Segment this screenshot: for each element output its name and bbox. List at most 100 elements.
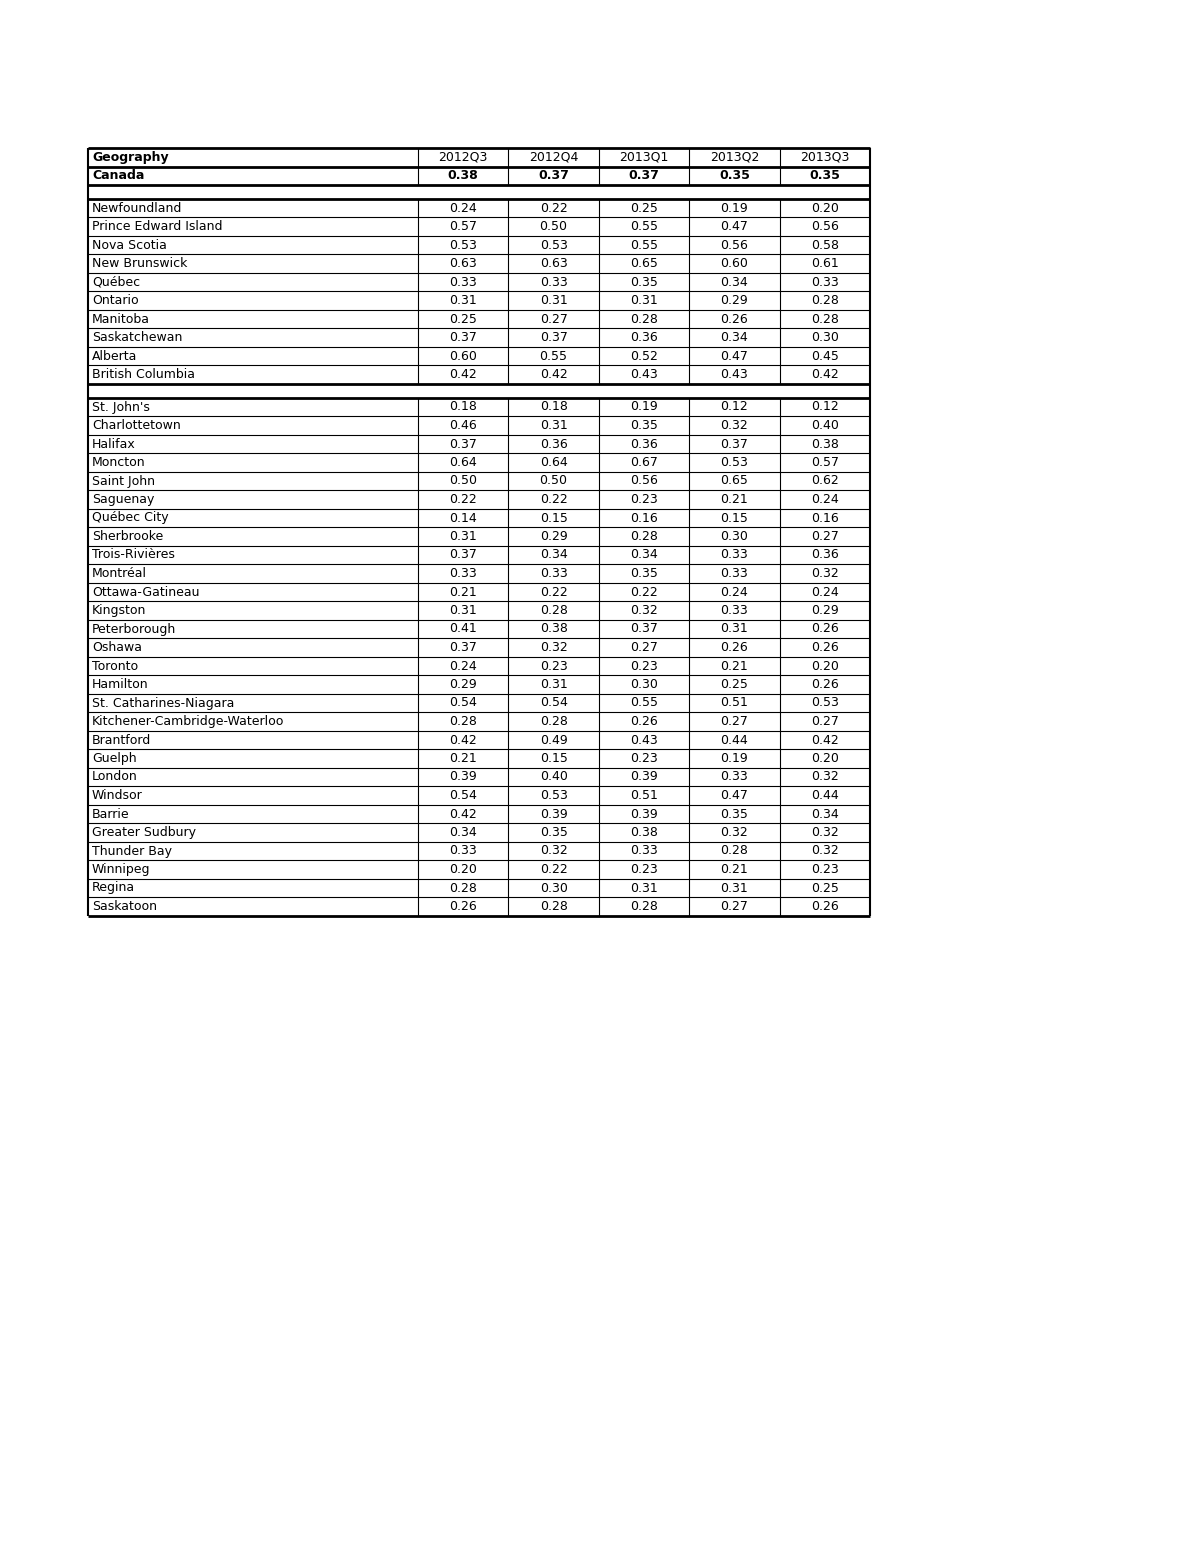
Text: 0.36: 0.36: [540, 438, 568, 450]
Text: 0.57: 0.57: [811, 457, 839, 469]
Text: 0.27: 0.27: [811, 714, 839, 728]
Text: 0.62: 0.62: [811, 475, 839, 488]
Text: 0.53: 0.53: [540, 789, 568, 801]
Text: 0.53: 0.53: [449, 239, 478, 252]
Text: 0.21: 0.21: [449, 585, 478, 598]
Text: 0.35: 0.35: [540, 826, 568, 839]
Text: 0.23: 0.23: [630, 492, 658, 506]
Text: 0.32: 0.32: [811, 770, 839, 784]
Text: 2012Q4: 2012Q4: [529, 151, 578, 163]
Text: 0.30: 0.30: [811, 331, 839, 345]
Text: 0.34: 0.34: [449, 826, 478, 839]
Text: 0.35: 0.35: [719, 169, 750, 182]
Text: 0.33: 0.33: [720, 770, 749, 784]
Text: 0.37: 0.37: [449, 548, 478, 562]
Text: 0.28: 0.28: [720, 845, 749, 857]
Text: 0.29: 0.29: [540, 530, 568, 544]
Text: 0.14: 0.14: [449, 511, 478, 525]
Text: Sherbrooke: Sherbrooke: [92, 530, 163, 544]
Text: 0.56: 0.56: [720, 239, 749, 252]
Text: 0.33: 0.33: [449, 275, 478, 289]
Text: 0.28: 0.28: [630, 530, 658, 544]
Text: 0.65: 0.65: [720, 475, 749, 488]
Text: 0.33: 0.33: [720, 604, 749, 617]
Text: 0.29: 0.29: [811, 604, 839, 617]
Text: 0.28: 0.28: [811, 294, 839, 307]
Text: 0.28: 0.28: [540, 901, 568, 913]
Text: 0.54: 0.54: [449, 789, 478, 801]
Text: 0.22: 0.22: [540, 863, 568, 876]
Text: 0.38: 0.38: [630, 826, 658, 839]
Text: 0.34: 0.34: [811, 808, 839, 820]
Text: 0.27: 0.27: [630, 641, 658, 654]
Text: 0.34: 0.34: [720, 331, 749, 345]
Text: Oshawa: Oshawa: [92, 641, 142, 654]
Text: Geography: Geography: [92, 151, 169, 163]
Text: 0.26: 0.26: [449, 901, 478, 913]
Text: 0.32: 0.32: [811, 845, 839, 857]
Text: Halifax: Halifax: [92, 438, 136, 450]
Text: 0.23: 0.23: [630, 863, 658, 876]
Text: 0.27: 0.27: [540, 312, 568, 326]
Text: 0.26: 0.26: [720, 641, 749, 654]
Text: Saint John: Saint John: [92, 475, 155, 488]
Text: Barrie: Barrie: [92, 808, 130, 820]
Text: 0.45: 0.45: [811, 349, 839, 362]
Text: 0.31: 0.31: [630, 882, 658, 895]
Text: 0.31: 0.31: [449, 604, 478, 617]
Text: 0.22: 0.22: [540, 202, 568, 214]
Text: 0.22: 0.22: [630, 585, 658, 598]
Text: 0.44: 0.44: [811, 789, 839, 801]
Text: 0.28: 0.28: [540, 714, 568, 728]
Text: 0.25: 0.25: [630, 202, 658, 214]
Text: 0.65: 0.65: [630, 258, 658, 270]
Text: 0.22: 0.22: [540, 585, 568, 598]
Text: 0.28: 0.28: [630, 312, 658, 326]
Text: 0.28: 0.28: [630, 901, 658, 913]
Text: 0.43: 0.43: [720, 368, 749, 380]
Text: Québec: Québec: [92, 275, 140, 289]
Text: Winnipeg: Winnipeg: [92, 863, 150, 876]
Text: 0.40: 0.40: [540, 770, 568, 784]
Text: 0.37: 0.37: [540, 331, 568, 345]
Text: 0.37: 0.37: [538, 169, 569, 182]
Text: 0.31: 0.31: [720, 623, 749, 635]
Text: Ontario: Ontario: [92, 294, 139, 307]
Text: 0.50: 0.50: [449, 475, 478, 488]
Text: 0.28: 0.28: [540, 604, 568, 617]
Text: 0.32: 0.32: [720, 826, 749, 839]
Text: 0.27: 0.27: [811, 530, 839, 544]
Text: New Brunswick: New Brunswick: [92, 258, 187, 270]
Text: 0.37: 0.37: [720, 438, 749, 450]
Text: 0.32: 0.32: [540, 641, 568, 654]
Text: 0.55: 0.55: [630, 239, 658, 252]
Text: 0.28: 0.28: [449, 882, 478, 895]
Text: 0.64: 0.64: [540, 457, 568, 469]
Text: 0.42: 0.42: [449, 733, 478, 747]
Text: 0.31: 0.31: [540, 294, 568, 307]
Text: 0.35: 0.35: [630, 419, 658, 432]
Text: 0.27: 0.27: [720, 714, 749, 728]
Text: 0.33: 0.33: [720, 567, 749, 579]
Text: 0.32: 0.32: [720, 419, 749, 432]
Text: 0.28: 0.28: [449, 714, 478, 728]
Text: 0.30: 0.30: [540, 882, 568, 895]
Text: 0.53: 0.53: [540, 239, 568, 252]
Text: Moncton: Moncton: [92, 457, 145, 469]
Text: 0.38: 0.38: [540, 623, 568, 635]
Text: 0.42: 0.42: [811, 733, 839, 747]
Text: 0.33: 0.33: [540, 275, 568, 289]
Text: 0.30: 0.30: [630, 679, 658, 691]
Text: 0.60: 0.60: [720, 258, 749, 270]
Text: 0.33: 0.33: [811, 275, 839, 289]
Text: 0.18: 0.18: [449, 401, 478, 413]
Text: Ottawa-Gatineau: Ottawa-Gatineau: [92, 585, 199, 598]
Text: 0.21: 0.21: [720, 863, 749, 876]
Text: Trois-Rivières: Trois-Rivières: [92, 548, 175, 562]
Text: 0.51: 0.51: [720, 696, 749, 710]
Text: 0.54: 0.54: [540, 696, 568, 710]
Text: 0.42: 0.42: [449, 368, 478, 380]
Text: Newfoundland: Newfoundland: [92, 202, 182, 214]
Text: 0.25: 0.25: [720, 679, 749, 691]
Text: 0.20: 0.20: [811, 660, 839, 672]
